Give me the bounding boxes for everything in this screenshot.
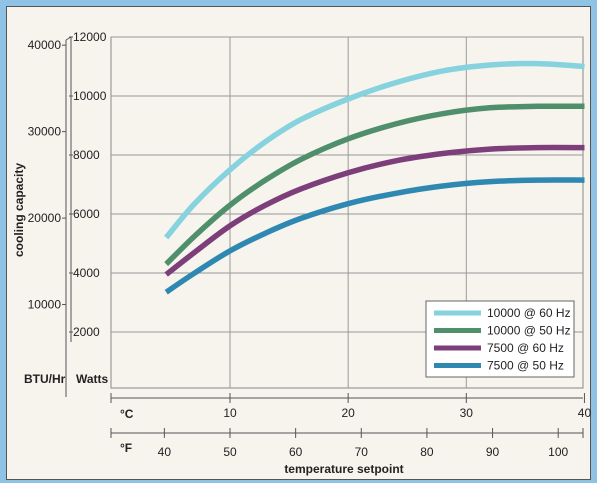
watts-unit-label: Watts (76, 372, 109, 386)
legend: 10000 @ 60 Hz 10000 @ 50 Hz 7500 @ 60 Hz 75… (425, 300, 575, 378)
watts-tick-label: 4000 (73, 266, 100, 280)
legend-label: 7500 @ 50 Hz (487, 359, 564, 373)
btu-tick-label: 40000 (28, 38, 62, 52)
fahrenheit-tick-label: 90 (486, 445, 500, 459)
series-line-2 (164, 103, 585, 267)
y-axis-title: cooling capacity (12, 163, 26, 257)
series-lines (164, 60, 585, 295)
btu-tick-label: 30000 (28, 125, 62, 139)
celsius-tick-label: 10 (223, 406, 237, 420)
series-line-3 (164, 144, 585, 277)
celsius-tick-label: 40 (578, 406, 592, 420)
legend-label: 7500 @ 60 Hz (487, 341, 564, 355)
celsius-tick-label: 30 (460, 406, 474, 420)
btu-tick-label: 20000 (28, 211, 62, 225)
series-line-1 (164, 60, 585, 240)
fahrenheit-tick-label: 70 (355, 445, 369, 459)
x-axis-title: temperature setpoint (284, 462, 403, 476)
celsius-tick-label: 20 (341, 406, 355, 420)
series-line-4 (164, 177, 585, 295)
watts-tick-label: 6000 (73, 207, 100, 221)
fahrenheit-tick-label: 50 (223, 445, 237, 459)
fahrenheit-tick-label: 80 (420, 445, 434, 459)
celsius-unit-label: °C (120, 407, 134, 421)
watts-tick-label: 2000 (73, 325, 100, 339)
fahrenheit-tick-label: 100 (548, 445, 568, 459)
fahrenheit-tick-label: 60 (289, 445, 303, 459)
legend-label: 10000 @ 60 Hz (487, 306, 571, 320)
btu-tick-label: 10000 (28, 298, 62, 312)
grid (110, 36, 584, 389)
watts-tick-label: 12000 (73, 30, 107, 44)
chart-panel (6, 6, 591, 480)
watts-tick-label: 8000 (73, 148, 100, 162)
watts-tick-label: 10000 (73, 89, 107, 103)
fahrenheit-unit-label: °F (120, 441, 132, 455)
axes: 12000 10000 8000 6000 4000 2000 10 20 30 40 40000 3… (28, 30, 592, 459)
legend-label: 10000 @ 50 Hz (487, 324, 571, 338)
btu-unit-label: BTU/Hr (24, 372, 66, 386)
fahrenheit-tick-label: 40 (158, 445, 172, 459)
